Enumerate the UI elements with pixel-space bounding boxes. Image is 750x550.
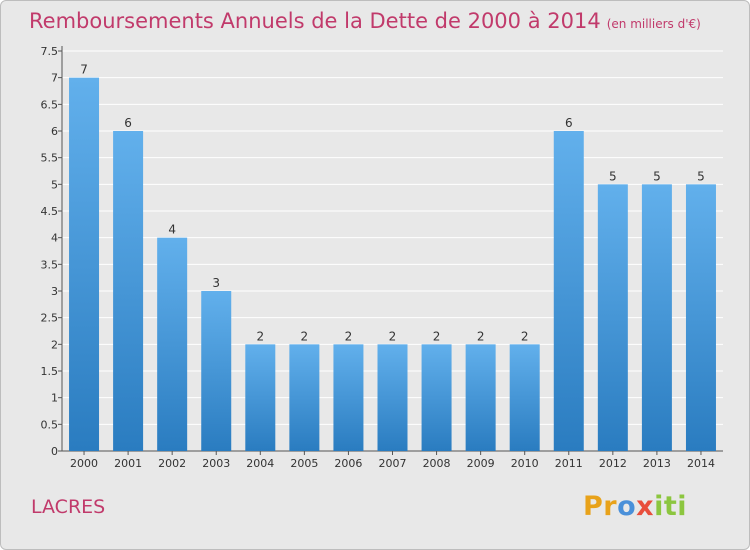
chart-title: Remboursements Annuels de la Dette de 20… [29, 9, 701, 33]
x-tick-label: 2011 [555, 457, 583, 470]
x-tick-label: 2003 [202, 457, 230, 470]
x-tick-label: 2002 [158, 457, 186, 470]
bar-2012 [597, 184, 628, 452]
bar-2006 [333, 344, 364, 451]
bar-2014 [685, 184, 716, 452]
data-label-2013: 5 [653, 169, 661, 183]
y-tick-label: 1 [51, 392, 58, 405]
x-tick-label: 2010 [511, 457, 539, 470]
x-tick-label: 2014 [687, 457, 715, 470]
x-tick-label: 2004 [246, 457, 274, 470]
x-tick-label: 2013 [643, 457, 671, 470]
y-tick-label: 4.5 [41, 205, 59, 218]
y-tick-label: 3 [51, 285, 58, 298]
proxiti-logo: Proxiti [583, 491, 688, 522]
data-label-2010: 2 [521, 329, 529, 343]
bar-2004 [245, 344, 276, 451]
bar-2005 [289, 344, 320, 451]
x-tick-label: 2000 [70, 457, 98, 470]
bar-2007 [377, 344, 408, 451]
x-tick-label: 2007 [379, 457, 407, 470]
chart-title-text: Remboursements Annuels de la Dette de 20… [29, 9, 601, 33]
y-tick-label: 2.5 [41, 312, 59, 325]
data-label-2001: 6 [124, 116, 132, 130]
y-tick-label: 0.5 [41, 418, 59, 431]
data-label-2014: 5 [697, 169, 705, 183]
y-tick-label: 7.5 [41, 45, 59, 58]
x-tick-label: 2006 [334, 457, 362, 470]
data-label-2000: 7 [80, 63, 88, 77]
bar-2000 [69, 77, 100, 452]
x-tick-label: 2001 [114, 457, 142, 470]
y-tick-label: 1.5 [41, 365, 59, 378]
data-label-2006: 2 [345, 329, 353, 343]
y-tick-label: 5.5 [41, 152, 59, 165]
bar-2008 [421, 344, 452, 451]
data-label-2012: 5 [609, 169, 617, 183]
y-tick-label: 6.5 [41, 98, 59, 111]
bar-2001 [113, 131, 144, 451]
data-label-2009: 2 [477, 329, 485, 343]
bar-2013 [641, 184, 672, 452]
bar-2003 [201, 291, 232, 451]
x-tick-label: 2012 [599, 457, 627, 470]
data-label-2004: 2 [256, 329, 264, 343]
x-tick-label: 2008 [423, 457, 451, 470]
data-label-2007: 2 [389, 329, 397, 343]
y-tick-label: 2 [51, 338, 58, 351]
data-label-2011: 6 [565, 116, 573, 130]
data-label-2005: 2 [301, 329, 309, 343]
x-tick-label: 2005 [290, 457, 318, 470]
bar-2011 [553, 131, 584, 451]
data-label-2003: 3 [212, 276, 220, 290]
y-tick-label: 4 [51, 232, 58, 245]
data-label-2008: 2 [433, 329, 441, 343]
bar-2010 [509, 344, 540, 451]
data-label-2002: 4 [168, 223, 176, 237]
y-tick-label: 0 [51, 445, 58, 458]
y-tick-label: 5 [51, 178, 58, 191]
bar-2002 [157, 237, 188, 451]
commune-name: LACRES [31, 496, 106, 518]
bar-2009 [465, 344, 496, 451]
chart-unit-note: (en milliers d'€) [606, 17, 701, 31]
y-tick-label: 3.5 [41, 258, 59, 271]
y-tick-label: 7 [51, 72, 58, 85]
x-tick-label: 2009 [467, 457, 495, 470]
y-tick-label: 6 [51, 125, 58, 138]
